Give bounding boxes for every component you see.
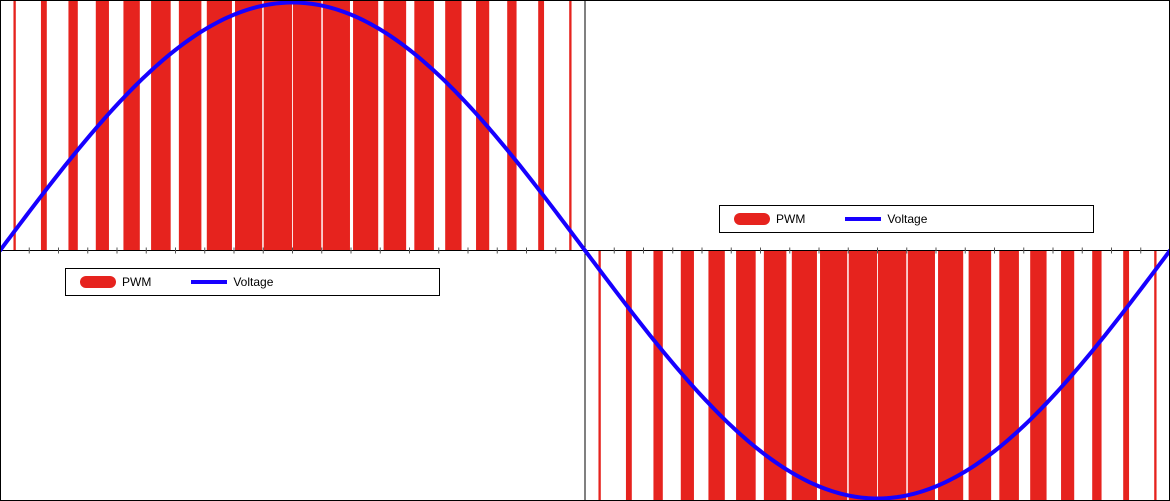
pwm-voltage-chart: PWM Voltage PWM Voltage [0,0,1170,501]
legend-item-pwm: PWM [80,275,151,289]
legend-label-pwm: PWM [776,212,805,226]
legend-label-voltage: Voltage [887,212,927,226]
legend-box-lower-left: PWM Voltage [65,268,440,296]
chart-svg [0,0,1170,501]
legend-item-pwm: PWM [734,212,805,226]
pwm-swatch-icon [734,213,770,225]
legend-label-voltage: Voltage [233,275,273,289]
legend-label-pwm: PWM [122,275,151,289]
voltage-swatch-icon [845,217,881,221]
legend-box-upper-right: PWM Voltage [719,205,1094,233]
voltage-swatch-icon [191,280,227,284]
pwm-swatch-icon [80,276,116,288]
legend-item-voltage: Voltage [845,212,927,226]
legend-item-voltage: Voltage [191,275,273,289]
